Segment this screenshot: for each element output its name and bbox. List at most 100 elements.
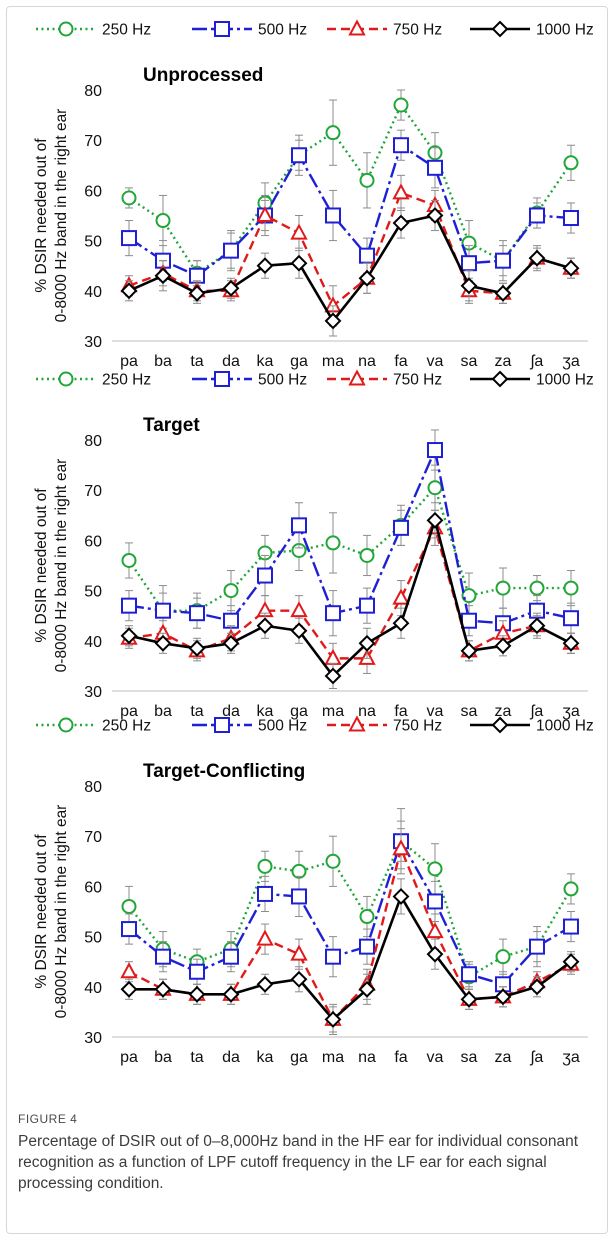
- y-axis-label-line: 0-8000 Hz band in the right ear: [53, 805, 70, 1019]
- data-point: [393, 519, 409, 536]
- x-tick-label: da: [222, 703, 240, 720]
- data-point: [494, 988, 512, 1006]
- legend-marker: [58, 21, 74, 37]
- data-point: [257, 567, 273, 584]
- legend-marker: [214, 371, 230, 387]
- data-point: [121, 898, 137, 914]
- data-point: [392, 888, 410, 905]
- x-tick-label: ga: [290, 353, 308, 370]
- y-tick-label: 30: [84, 334, 102, 351]
- legend-marker: [214, 21, 230, 37]
- data-point: [358, 980, 376, 998]
- data-point: [426, 921, 444, 939]
- data-point: [495, 580, 511, 596]
- chart-title: Target: [143, 415, 200, 436]
- y-tick-label: 30: [84, 1030, 102, 1047]
- data-point: [291, 517, 307, 534]
- series-500-hz: [121, 429, 579, 639]
- data-point: [392, 839, 410, 856]
- x-tick-label: ba: [154, 703, 172, 720]
- y-tick-label: 50: [84, 584, 102, 601]
- legend-marker: [214, 717, 230, 733]
- data-point: [223, 583, 239, 599]
- legend-item: 500 Hz: [192, 371, 307, 389]
- data-point: [563, 155, 579, 171]
- data-point: [359, 909, 375, 925]
- legend-item: 750 Hz: [327, 19, 442, 39]
- data-point: [359, 938, 375, 955]
- data-point: [359, 597, 375, 614]
- data-point: [154, 267, 172, 285]
- series-1000-hz: [120, 878, 580, 1033]
- legend-marker: [491, 20, 509, 38]
- data-point: [563, 881, 579, 897]
- data-point: [392, 614, 410, 632]
- x-tick-label: za: [495, 353, 512, 370]
- series-250-hz: [121, 808, 579, 990]
- data-point: [494, 284, 512, 302]
- x-tick-label: ta: [190, 703, 203, 720]
- data-point: [529, 580, 545, 596]
- data-point: [426, 511, 444, 529]
- legend-item: 500 Hz: [192, 21, 307, 39]
- data-point: [290, 622, 308, 640]
- y-axis-label-line: 0-8000 Hz band in the right ear: [53, 109, 70, 323]
- legend-label: 1000 Hz: [536, 718, 594, 735]
- data-point: [461, 966, 477, 983]
- x-tick-label: ma: [322, 703, 344, 720]
- x-tick-label: ka: [257, 353, 274, 370]
- data-point: [324, 667, 342, 685]
- data-point: [121, 552, 137, 568]
- y-tick-label: 60: [84, 183, 102, 200]
- x-tick-label: ma: [322, 1049, 344, 1066]
- data-point: [427, 893, 443, 910]
- x-tick-label: ba: [154, 1049, 172, 1066]
- data-point: [460, 990, 478, 1008]
- data-point: [325, 125, 341, 141]
- x-tick-label: pa: [120, 703, 138, 720]
- y-tick-label: 40: [84, 284, 102, 301]
- y-tick-label: 60: [84, 879, 102, 896]
- data-point: [392, 214, 410, 232]
- data-point: [392, 183, 410, 200]
- legend-label: 250 Hz: [102, 372, 151, 389]
- x-tick-label: ma: [322, 353, 344, 370]
- x-tick-label: da: [222, 1049, 240, 1066]
- data-point: [426, 945, 444, 963]
- x-tick-label: na: [358, 1049, 376, 1066]
- data-point: [257, 858, 273, 874]
- data-point: [291, 888, 307, 905]
- data-point: [393, 97, 409, 113]
- data-point: [359, 547, 375, 563]
- y-tick-label: 70: [84, 829, 102, 846]
- data-point: [358, 634, 376, 652]
- data-point: [291, 147, 307, 164]
- legend: 250 Hz 500 Hz 750 Hz 1000 Hz: [36, 715, 594, 735]
- y-axis-label: % DSIR needed out of 0-8000 Hz band in th…: [33, 805, 70, 1019]
- figure-caption: Percentage of DSIR out of 0–8,000Hz band…: [18, 1133, 579, 1192]
- data-point: [188, 985, 206, 1003]
- y-tick-label: 30: [84, 684, 102, 701]
- legend-label: 750 Hz: [393, 22, 442, 39]
- y-tick-label: 40: [84, 980, 102, 997]
- y-axis-label-line: % DSIR needed out of: [33, 488, 50, 643]
- y-axis-label-line: 0-8000 Hz band in the right ear: [53, 459, 70, 673]
- data-point: [189, 605, 205, 622]
- x-tick-label: ga: [290, 703, 308, 720]
- data-point: [562, 953, 580, 971]
- data-point: [121, 921, 137, 938]
- data-point: [256, 257, 274, 275]
- x-tick-label: ʒa: [562, 353, 580, 370]
- data-point: [563, 210, 579, 227]
- legend: 250 Hz 500 Hz 750 Hz 1000 Hz: [36, 369, 594, 389]
- data-point: [121, 230, 137, 247]
- x-tick-label: va: [427, 353, 444, 370]
- y-axis-label: % DSIR needed out of 0-8000 Hz band in th…: [33, 459, 70, 673]
- data-point: [290, 223, 308, 240]
- legend-marker: [58, 371, 74, 387]
- x-tick-label: ka: [257, 1049, 274, 1066]
- x-tick-label: ʒa: [562, 1049, 580, 1066]
- data-point: [324, 1011, 342, 1028]
- data-point: [528, 617, 546, 635]
- data-point: [290, 601, 308, 618]
